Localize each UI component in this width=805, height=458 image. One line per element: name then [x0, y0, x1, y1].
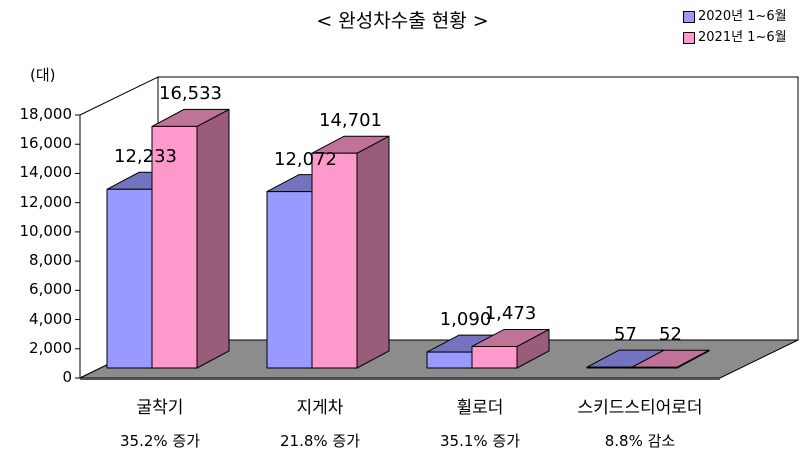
- y-tick-label: 14,000: [19, 163, 73, 182]
- bar-side: [356, 135, 390, 369]
- y-tick-label: 6,000: [29, 280, 72, 299]
- x-tick-label: 휠로더: [456, 398, 504, 418]
- category-note: 35.1% 증가: [439, 432, 521, 450]
- category-note: 8.8% 감소: [604, 432, 676, 450]
- x-tick-label: 스키드스티어로더: [577, 398, 703, 418]
- category-note: 21.8% 증가: [279, 432, 361, 450]
- data-label: 1,090: [439, 309, 492, 331]
- y-tick-label: 12,000: [19, 192, 73, 211]
- bar-side: [196, 108, 230, 369]
- y-tick-label: 0: [62, 368, 72, 386]
- bar: [631, 366, 678, 369]
- bar: [266, 191, 313, 369]
- data-label: 12,233: [114, 146, 177, 168]
- category-note: 35.2% 증가: [119, 432, 201, 450]
- y-tick-label: 16,000: [19, 134, 73, 153]
- back-wall: [157, 76, 799, 341]
- bar: [106, 188, 153, 369]
- y-axis-unit: (대): [30, 66, 56, 84]
- legend-label-2021: 2021년 1~6월: [698, 30, 787, 45]
- floor-edge: [80, 378, 720, 380]
- data-label: 14,701: [319, 110, 382, 132]
- x-tick-label: 지게차: [296, 398, 344, 418]
- bar: [586, 366, 633, 369]
- x-tick-label: 굴착기: [136, 398, 184, 418]
- data-label: 16,533: [159, 83, 222, 105]
- legend: 2020년 1~6월 2021년 1~6월: [683, 6, 787, 48]
- bar: [311, 152, 358, 369]
- legend-swatch-2020: [683, 10, 695, 23]
- y-tick-label: 8,000: [29, 251, 72, 270]
- data-label: 57: [614, 324, 637, 346]
- data-label: 1,473: [484, 303, 537, 325]
- data-label: 52: [659, 324, 682, 346]
- y-tick-label: 2,000: [29, 338, 72, 357]
- y-tick-label: 4,000: [29, 309, 72, 328]
- legend-label-2020: 2020년 1~6월: [698, 9, 787, 24]
- chart-title: < 완성차수출 현황 >: [316, 10, 489, 32]
- legend-item-2021: 2021년 1~6월: [683, 27, 787, 48]
- y-tick-label: 18,000: [19, 105, 73, 123]
- bar: [471, 345, 518, 369]
- legend-swatch-2021: [683, 31, 695, 44]
- bar: [151, 125, 198, 369]
- data-label: 12,072: [274, 148, 337, 170]
- bar: [426, 351, 473, 369]
- legend-item-2020: 2020년 1~6월: [683, 6, 787, 27]
- y-tick-label: 10,000: [19, 221, 73, 240]
